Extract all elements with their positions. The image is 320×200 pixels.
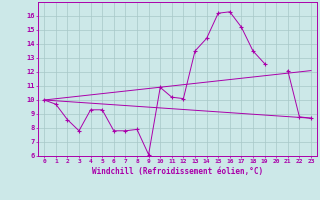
X-axis label: Windchill (Refroidissement éolien,°C): Windchill (Refroidissement éolien,°C) — [92, 167, 263, 176]
